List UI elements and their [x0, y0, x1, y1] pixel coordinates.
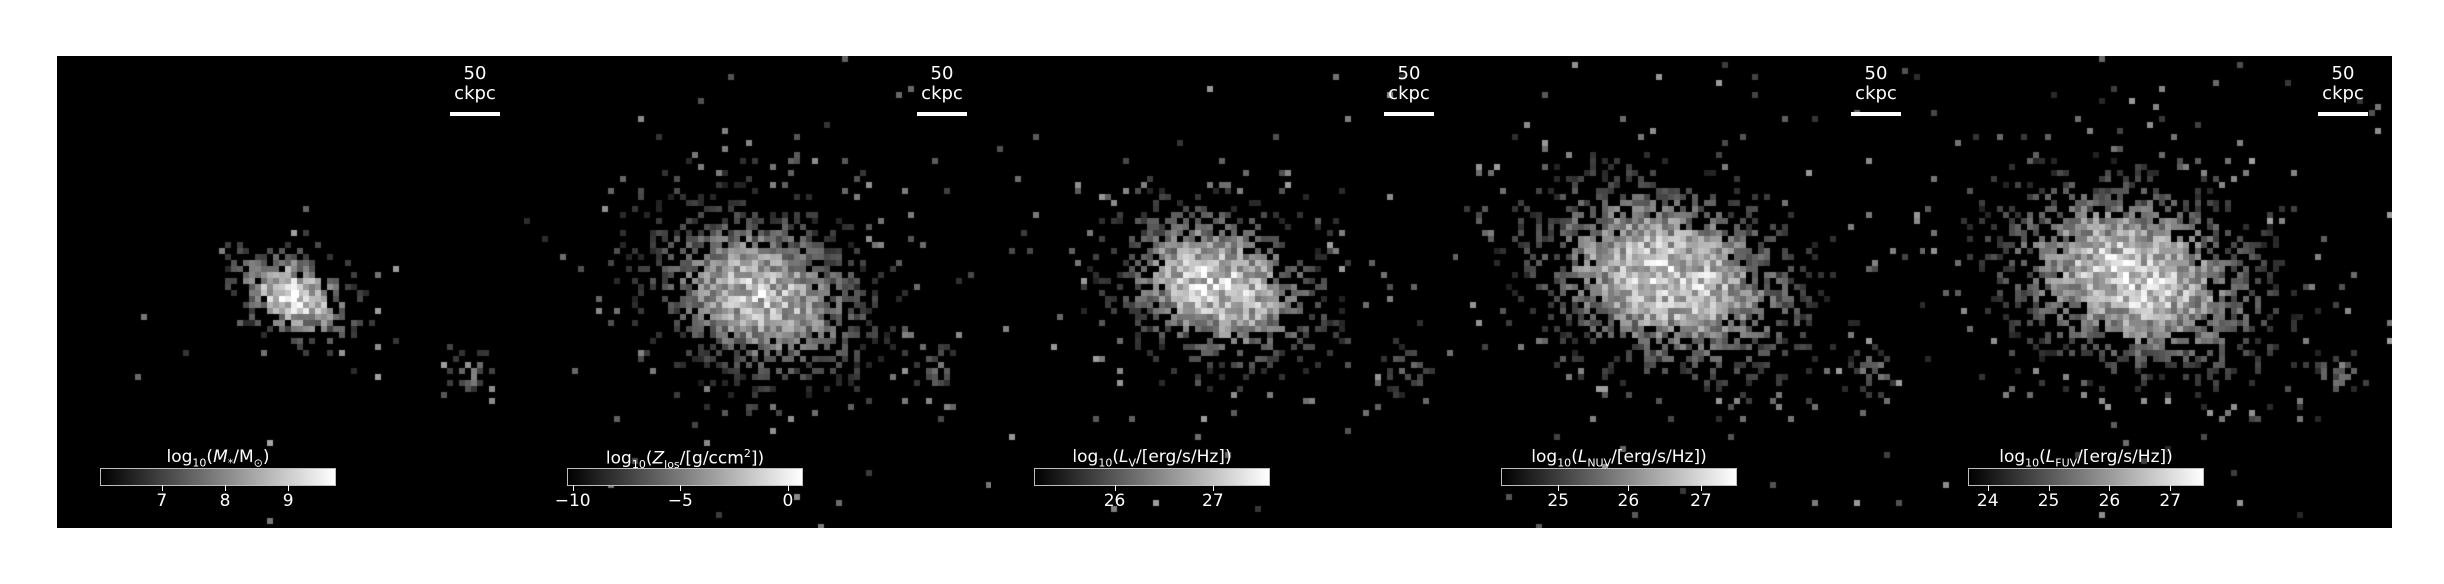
- colorbar-tick-label: −5: [667, 491, 693, 511]
- colorbar-tick: [1114, 485, 1116, 491]
- panel-fuv-luminosity: 50 ckpc log10(LFUV/[erg/s/Hz]) 24 25 26 …: [1925, 56, 2392, 528]
- scale-bar: 50 ckpc: [440, 64, 510, 116]
- colorbar-title: log10(LNUV/[erg/s/Hz]): [1531, 447, 1707, 470]
- colorbar-tick-label: 25: [2037, 491, 2060, 511]
- colorbar-tick: [161, 485, 163, 491]
- colorbar: [1034, 468, 1270, 486]
- colorbar-tick-label: 0: [782, 491, 794, 511]
- panel-stellar-mass: 50 ckpc log10(M*/M⊙) 7 8 9: [57, 56, 524, 528]
- colorbar-tick: [680, 485, 682, 491]
- v-band-luminosity-map: [991, 56, 1458, 528]
- colorbar-tick-label: 8: [219, 491, 231, 511]
- colorbar-title: log10(Zlos/[g/ccm2]): [605, 447, 765, 472]
- colorbar-tick: [2170, 485, 2172, 491]
- colorbar-tick-label: 9: [282, 491, 294, 511]
- scale-bar-line: [1851, 112, 1901, 116]
- metallicity-map: [524, 56, 991, 528]
- panel-nuv-luminosity: 50 ckpc log10(LNUV/[erg/s/Hz]) 25 26 27: [1458, 56, 1925, 528]
- colorbar: [1501, 468, 1737, 486]
- colorbar-tick-label: 7: [156, 491, 168, 511]
- colorbar-tick-label: 25: [1547, 491, 1569, 511]
- scale-bar-line: [1384, 112, 1434, 116]
- scale-bar-label: 50 ckpc: [454, 63, 496, 104]
- colorbar: [100, 468, 336, 486]
- colorbar-tick: [288, 485, 290, 491]
- fuv-luminosity-map: [1925, 56, 2392, 528]
- colorbar-tick: [2109, 485, 2111, 491]
- nuv-luminosity-map: [1458, 56, 1925, 528]
- scale-bar: 50 ckpc: [1374, 64, 1444, 116]
- colorbar-tick: [1700, 485, 1702, 491]
- colorbar-tick: [787, 485, 789, 491]
- colorbar-tick-label: 26: [1103, 491, 1126, 511]
- scale-bar: 50 ckpc: [1841, 64, 1911, 116]
- colorbar-tick-label: −10: [554, 491, 591, 511]
- colorbar-tick: [1212, 485, 1214, 491]
- scale-bar-label: 50 ckpc: [1388, 63, 1430, 104]
- scale-bar-line: [917, 112, 967, 116]
- scale-bar-label: 50 ckpc: [1855, 63, 1897, 104]
- scale-bar-line: [2318, 112, 2368, 116]
- colorbar-tick: [1987, 485, 1989, 491]
- colorbar-tick-label: 27: [1690, 491, 1712, 511]
- stellar-mass-map: [57, 56, 524, 528]
- colorbar-tick: [1628, 485, 1630, 491]
- scale-bar-label: 50 ckpc: [2322, 63, 2364, 104]
- scale-bar: 50 ckpc: [907, 64, 977, 116]
- panel-metallicity: 50 ckpc log10(Zlos/[g/ccm2]) −10 −5 0: [524, 56, 991, 528]
- colorbar-tick-label: 27: [1202, 491, 1224, 511]
- colorbar-tick-label: 26: [2098, 491, 2121, 511]
- scale-bar: 50 ckpc: [2308, 64, 2378, 116]
- colorbar-title: log10(LV/[erg/s/Hz]): [1072, 447, 1232, 470]
- colorbar-tick: [1558, 485, 1560, 491]
- colorbar-tick: [2048, 485, 2050, 491]
- colorbar-tick: [225, 485, 227, 491]
- colorbar-tick-label: 24: [1976, 491, 1999, 511]
- colorbar-title: log10(LFUV/[erg/s/Hz]): [1999, 447, 2173, 470]
- colorbar-tick: [572, 485, 574, 491]
- colorbar: [1968, 468, 2204, 486]
- colorbar-title: log10(M*/M⊙): [166, 447, 270, 470]
- scale-bar-label: 50 ckpc: [921, 63, 963, 104]
- colorbar-tick-label: 26: [1617, 491, 1640, 511]
- colorbar: [567, 468, 803, 486]
- scale-bar-line: [450, 112, 500, 116]
- colorbar-tick-label: 27: [2159, 491, 2182, 511]
- panel-v-band-luminosity: 50 ckpc log10(LV/[erg/s/Hz]) 26 27: [991, 56, 1458, 528]
